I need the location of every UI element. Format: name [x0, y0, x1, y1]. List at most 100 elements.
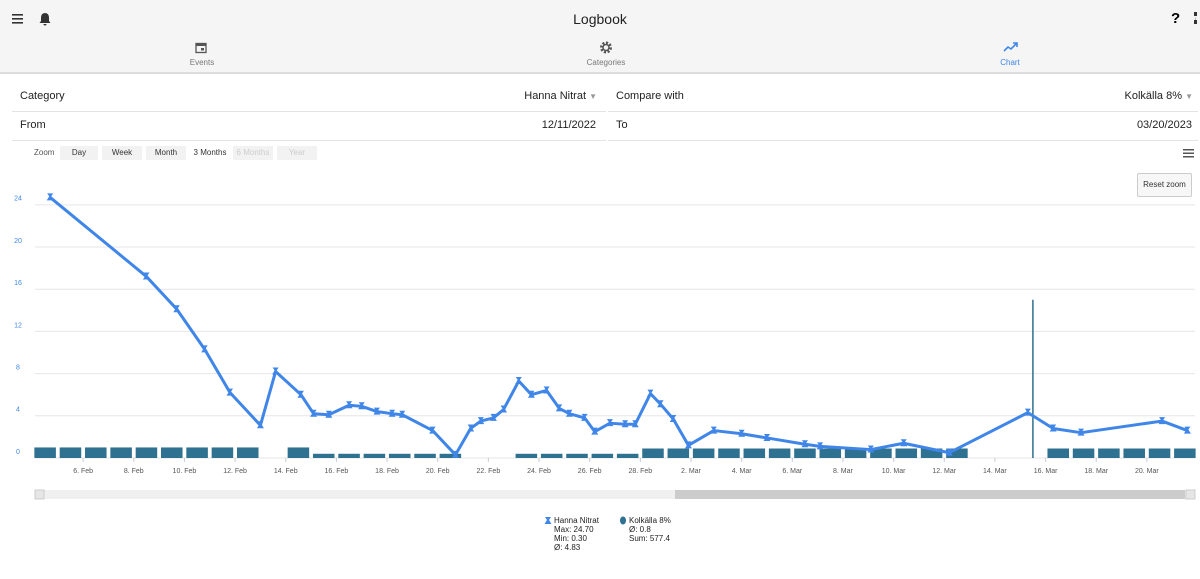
x-tick-label: 22. Feb — [476, 468, 500, 475]
x-tick-label: 6. Feb — [73, 468, 93, 475]
field-value: Hanna Nitrat ▼ — [524, 90, 597, 102]
point-marker — [543, 386, 551, 394]
bar — [515, 453, 538, 458]
point-marker — [710, 426, 718, 434]
zoom-button: 6 Months — [233, 146, 273, 160]
y-tick-label: 4 — [16, 407, 20, 414]
point-marker — [429, 426, 437, 434]
point-marker — [591, 427, 599, 435]
bar — [59, 447, 82, 458]
compare-field[interactable]: Compare with Kolkälla 8% ▼ — [608, 82, 1198, 112]
x-tick-label: 20. Mar — [1135, 468, 1159, 475]
point-marker — [142, 272, 150, 280]
point-marker — [500, 405, 508, 413]
from-field[interactable]: From 12/11/2022 — [12, 111, 606, 141]
bar — [1098, 448, 1120, 458]
legend-stat: Min: 0.30 — [554, 534, 587, 543]
bar — [1148, 448, 1171, 458]
bar — [743, 448, 766, 458]
point-marker — [527, 390, 535, 398]
point-marker — [1049, 424, 1057, 432]
x-tick-label: 14. Feb — [274, 468, 298, 475]
x-tick-label: 14. Mar — [983, 468, 1007, 475]
bar — [287, 447, 310, 458]
x-tick-label: 8. Mar — [833, 468, 854, 475]
bar — [1174, 448, 1196, 458]
legend-marker — [620, 516, 626, 525]
y-tick-label: 20 — [14, 238, 22, 245]
point-marker — [373, 407, 381, 415]
point-marker — [565, 409, 573, 417]
x-tick-label: 28. Feb — [628, 468, 652, 475]
legend-name[interactable]: Hanna Nitrat — [554, 516, 599, 525]
point-marker — [489, 413, 497, 421]
zoom-button[interactable]: Week — [102, 146, 142, 160]
help-button[interactable]: ? — [1171, 10, 1181, 27]
point-marker — [201, 345, 209, 353]
tab-chart[interactable]: Chart — [1000, 58, 1020, 67]
tab-events[interactable]: Events — [189, 58, 215, 67]
zoom-button[interactable]: 3 Months — [190, 146, 230, 160]
point-marker — [173, 305, 181, 313]
export-menu[interactable] — [1183, 148, 1195, 158]
bar — [616, 453, 639, 458]
bar — [363, 453, 386, 458]
bar — [1032, 299, 1034, 458]
menu-icons[interactable] — [12, 12, 52, 26]
zoom-button: Year — [277, 146, 317, 160]
point-marker — [867, 445, 875, 453]
y-tick-label: 16 — [14, 280, 22, 287]
tab-categories[interactable]: Categories — [586, 58, 626, 67]
more-button[interactable] — [1194, 12, 1199, 24]
bar — [338, 453, 360, 458]
zoom-button[interactable]: Month — [146, 146, 186, 160]
bar — [1047, 448, 1069, 458]
events-icon — [195, 42, 207, 54]
legend-name[interactable]: Kolkälla 8% — [629, 516, 671, 525]
field-value: 03/20/2023 — [1136, 119, 1192, 131]
legend-stat: Max: 24.70 — [554, 525, 594, 534]
field-label: Compare with — [616, 90, 684, 102]
x-tick-label: 20. Feb — [426, 468, 450, 475]
point-marker — [398, 410, 406, 418]
point-marker — [1077, 428, 1085, 436]
y-tick-label: 12 — [14, 322, 22, 329]
legend-stat: Ø: 4.83 — [554, 543, 581, 552]
reset-zoom-button[interactable]: Reset zoom — [1137, 173, 1192, 197]
bar — [186, 447, 208, 458]
category-field[interactable]: Category Hanna Nitrat ▼ — [12, 82, 606, 112]
x-tick-label: 16. Feb — [325, 468, 349, 475]
point-marker — [467, 424, 475, 432]
point-marker — [310, 409, 318, 417]
point-marker — [900, 439, 908, 447]
field-label: To — [616, 119, 628, 131]
navigator-track — [35, 490, 1195, 499]
legend-symbol — [544, 517, 552, 524]
point-marker — [477, 417, 485, 425]
bar — [566, 453, 588, 458]
field-value: 12/11/2022 — [541, 119, 596, 131]
bar — [135, 447, 158, 458]
zoom-button[interactable]: Day — [60, 146, 98, 160]
legend-stat: Ø: 0.8 — [629, 525, 651, 534]
bar — [540, 453, 563, 458]
x-tick-label: 10. Mar — [882, 468, 906, 475]
point-marker — [297, 390, 305, 398]
zoom-label: Zoom — [34, 148, 55, 157]
point-marker — [763, 433, 771, 441]
x-tick-label: 18. Mar — [1084, 468, 1108, 475]
to-field[interactable]: To 03/20/2023 — [608, 111, 1198, 141]
bar — [85, 447, 107, 458]
y-tick-label: 8 — [16, 364, 20, 371]
point-marker — [606, 419, 614, 427]
point-marker — [256, 421, 264, 429]
app-bar — [0, 0, 1200, 74]
bar — [1123, 448, 1145, 458]
bar — [439, 453, 462, 458]
point-marker — [345, 401, 353, 409]
point-marker — [388, 409, 396, 417]
scroll-right — [1185, 489, 1196, 500]
point-marker — [226, 388, 234, 396]
point-marker — [945, 448, 953, 456]
